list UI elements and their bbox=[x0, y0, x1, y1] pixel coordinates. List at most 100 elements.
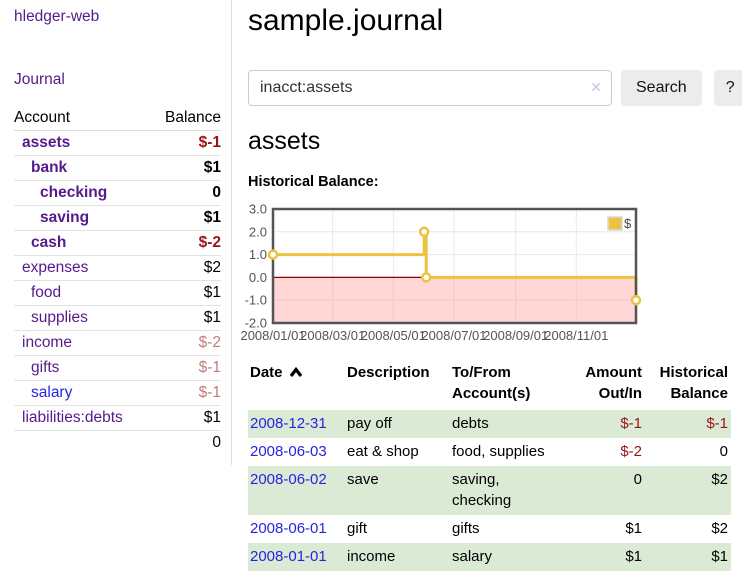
help-button[interactable]: ? bbox=[713, 69, 742, 106]
transaction-date-link[interactable]: 2008-12-31 bbox=[250, 414, 327, 432]
transaction-description: pay off bbox=[347, 414, 392, 432]
account-balance: $-1 bbox=[150, 380, 221, 406]
account-balance: $1 bbox=[150, 280, 221, 306]
account-balance: $1 bbox=[150, 205, 221, 231]
account-balance: $1 bbox=[150, 405, 221, 431]
data-point-marker bbox=[418, 226, 430, 238]
transaction-description: gift bbox=[347, 519, 368, 537]
chart-svg: $3.0 2.0 1.0 0.0 -1.0 -2.02008/01/012008/03/0… bbox=[240, 202, 642, 343]
account-balance: $-1 bbox=[150, 130, 221, 156]
accounts-header-account: Account bbox=[14, 106, 151, 131]
col-header-balance: Historical Balance bbox=[659, 364, 728, 402]
account-link-saving[interactable]: saving bbox=[40, 209, 90, 226]
legend-label: $ bbox=[624, 216, 632, 231]
transaction-description: eat & shop bbox=[347, 443, 419, 460]
y-tick-label: -1.0 bbox=[245, 293, 267, 308]
transaction-description: income bbox=[347, 548, 396, 565]
x-tick-label: 2008/09/01 bbox=[483, 328, 548, 343]
transaction-description: save bbox=[347, 471, 379, 489]
account-link-cash[interactable]: cash bbox=[31, 234, 67, 251]
register-row: 2008-06-03 eat & shop food, supplies $-2 0 bbox=[248, 438, 731, 466]
y-tick-label: 1.0 bbox=[249, 247, 267, 262]
data-point-marker bbox=[267, 249, 279, 261]
accounts-header-row: Account Balance bbox=[14, 106, 221, 131]
account-balance: $-2 bbox=[150, 330, 221, 356]
account-link-gifts[interactable]: gifts bbox=[31, 359, 60, 376]
account-row: supplies $1 bbox=[14, 305, 221, 331]
transaction-balance: 0 bbox=[719, 443, 728, 460]
account-row: salary $-1 bbox=[14, 380, 221, 406]
account-link-assets[interactable]: assets bbox=[22, 134, 71, 151]
sidebar: hledger-web Journal Account Balance asse… bbox=[0, 0, 232, 465]
historical-balance-chart[interactable]: $3.0 2.0 1.0 0.0 -1.0 -2.0 2008/01/01 2008/03/0… bbox=[240, 202, 742, 345]
search-form: ✕ Search ? bbox=[248, 69, 742, 106]
sort-asc-icon bbox=[289, 367, 302, 378]
transaction-amount: $-2 bbox=[620, 443, 642, 460]
register-table: Date Description To/From Account(s) Amou… bbox=[248, 361, 731, 572]
search-button[interactable]: Search bbox=[621, 69, 702, 106]
account-link-bank[interactable]: bank bbox=[31, 159, 68, 176]
account-row: cash $-2 bbox=[14, 230, 221, 256]
account-heading: assets bbox=[248, 126, 321, 155]
account-row: bank $1 bbox=[14, 155, 221, 181]
transaction-accounts: salary bbox=[452, 548, 493, 565]
transaction-amount: $-1 bbox=[620, 414, 642, 432]
transaction-balance: $-1 bbox=[706, 414, 728, 432]
search-input[interactable] bbox=[248, 69, 612, 106]
x-tick-label: 2008/11/01 bbox=[544, 328, 608, 343]
register-row: 2008-01-01 income salary $1 $1 bbox=[248, 543, 731, 572]
account-link-income[interactable]: income bbox=[22, 334, 72, 351]
negative-region bbox=[273, 277, 636, 324]
transaction-amount: $1 bbox=[625, 519, 642, 537]
col-header-amount: Amount Out/In bbox=[585, 364, 642, 402]
transaction-amount: $1 bbox=[625, 548, 642, 565]
account-link-supplies[interactable]: supplies bbox=[31, 309, 88, 326]
data-point-marker bbox=[420, 272, 432, 283]
col-header-description: Description bbox=[347, 364, 430, 382]
transaction-date-link[interactable]: 2008-06-02 bbox=[250, 471, 327, 489]
account-row: expenses $2 bbox=[14, 255, 221, 281]
transaction-date-link[interactable]: 2008-01-01 bbox=[250, 548, 327, 565]
chart-title: Historical Balance: bbox=[248, 174, 379, 191]
transaction-balance: $2 bbox=[711, 471, 728, 489]
transaction-date-link[interactable]: 2008-06-03 bbox=[250, 443, 327, 460]
account-row: assets $-1 bbox=[14, 130, 221, 156]
y-tick-label: 0.0 bbox=[249, 270, 267, 285]
y-tick-label: -2.0 bbox=[245, 316, 267, 331]
page-title: sample.journal bbox=[248, 4, 444, 37]
search-box: ✕ bbox=[248, 69, 612, 106]
account-row: liabilities:debts $1 bbox=[14, 405, 221, 431]
account-link-liabilities-debts[interactable]: liabilities:debts bbox=[22, 409, 123, 426]
accounts-total-row: 0 bbox=[14, 430, 221, 455]
transaction-date-link[interactable]: 2008-06-01 bbox=[250, 519, 327, 537]
account-row: saving $1 bbox=[14, 205, 221, 231]
account-row: food $1 bbox=[14, 280, 221, 306]
nav-journal-link[interactable]: Journal bbox=[14, 71, 65, 88]
transaction-accounts: saving, checking bbox=[452, 471, 512, 509]
transaction-balance: $2 bbox=[711, 519, 728, 537]
account-row: gifts $-1 bbox=[14, 355, 221, 381]
transaction-accounts: gifts bbox=[452, 519, 480, 537]
account-balance: $1 bbox=[150, 155, 221, 181]
brand-link[interactable]: hledger-web bbox=[14, 8, 100, 25]
main-content: sample.journal ✕ Search ? assets Histori… bbox=[232, 0, 742, 572]
transaction-accounts: debts bbox=[452, 414, 489, 432]
account-balance: $2 bbox=[150, 255, 221, 281]
col-header-date[interactable]: Date bbox=[248, 361, 345, 410]
y-tick-label: 2.0 bbox=[249, 225, 267, 240]
x-tick-label: 2008/03/01 bbox=[300, 328, 365, 343]
col-header-accounts: To/From Account(s) bbox=[452, 364, 531, 402]
account-link-expenses[interactable]: expenses bbox=[22, 259, 89, 276]
legend-swatch bbox=[607, 216, 623, 231]
account-link-salary[interactable]: salary bbox=[31, 384, 73, 401]
account-balance: $1 bbox=[150, 305, 221, 331]
account-link-checking[interactable]: checking bbox=[40, 184, 108, 201]
y-tick-label: 3.0 bbox=[249, 202, 267, 217]
register-row: 2008-06-02 save saving, checking 0 $2 bbox=[248, 466, 731, 515]
clear-search-icon[interactable]: ✕ bbox=[590, 78, 602, 95]
data-point-marker bbox=[630, 295, 642, 306]
accounts-table: Account Balance assets $-1 bank $1 checking 0… bbox=[14, 106, 221, 455]
account-link-food[interactable]: food bbox=[31, 284, 62, 301]
account-balance: $-1 bbox=[150, 355, 221, 381]
account-balance: $-2 bbox=[150, 230, 221, 256]
